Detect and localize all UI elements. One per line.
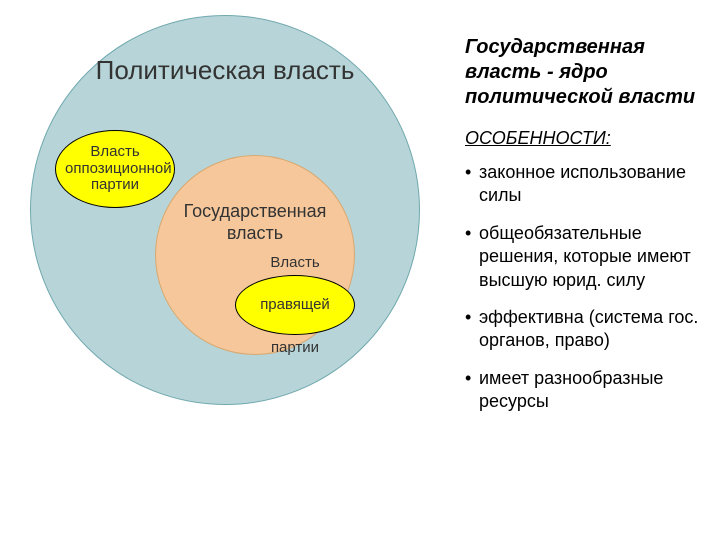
opposition-ellipse: Власть оппозиционной партии [55,130,175,208]
ruling-ellipse: Власть правящей партии [235,275,355,335]
ruling-label-inside: правящей [245,297,345,314]
list-item: общеобязательные решения, которые имеют … [465,222,710,292]
list-item: имеет разнообразные ресурсы [465,367,710,414]
opposition-label: Власть оппозиционной партии [65,144,165,194]
outer-circle-label: Политическая власть [75,54,375,87]
list-item: эффективна (система гос. органов, право) [465,306,710,353]
ruling-label-top: Власть [245,254,345,271]
text-panel: Государственная власть - ядро политическ… [465,35,710,428]
subheading: ОСОБЕННОСТИ: [465,128,710,149]
ruling-label-bottom: партии [245,339,345,356]
diagram-area: Политическая власть Государственная влас… [0,0,460,540]
list-item: законное использование силы [465,161,710,208]
heading: Государственная власть - ядро политическ… [465,35,710,110]
middle-circle-label: Государственная власть [175,201,335,244]
feature-list: законное использование силы общеобязател… [465,161,710,414]
